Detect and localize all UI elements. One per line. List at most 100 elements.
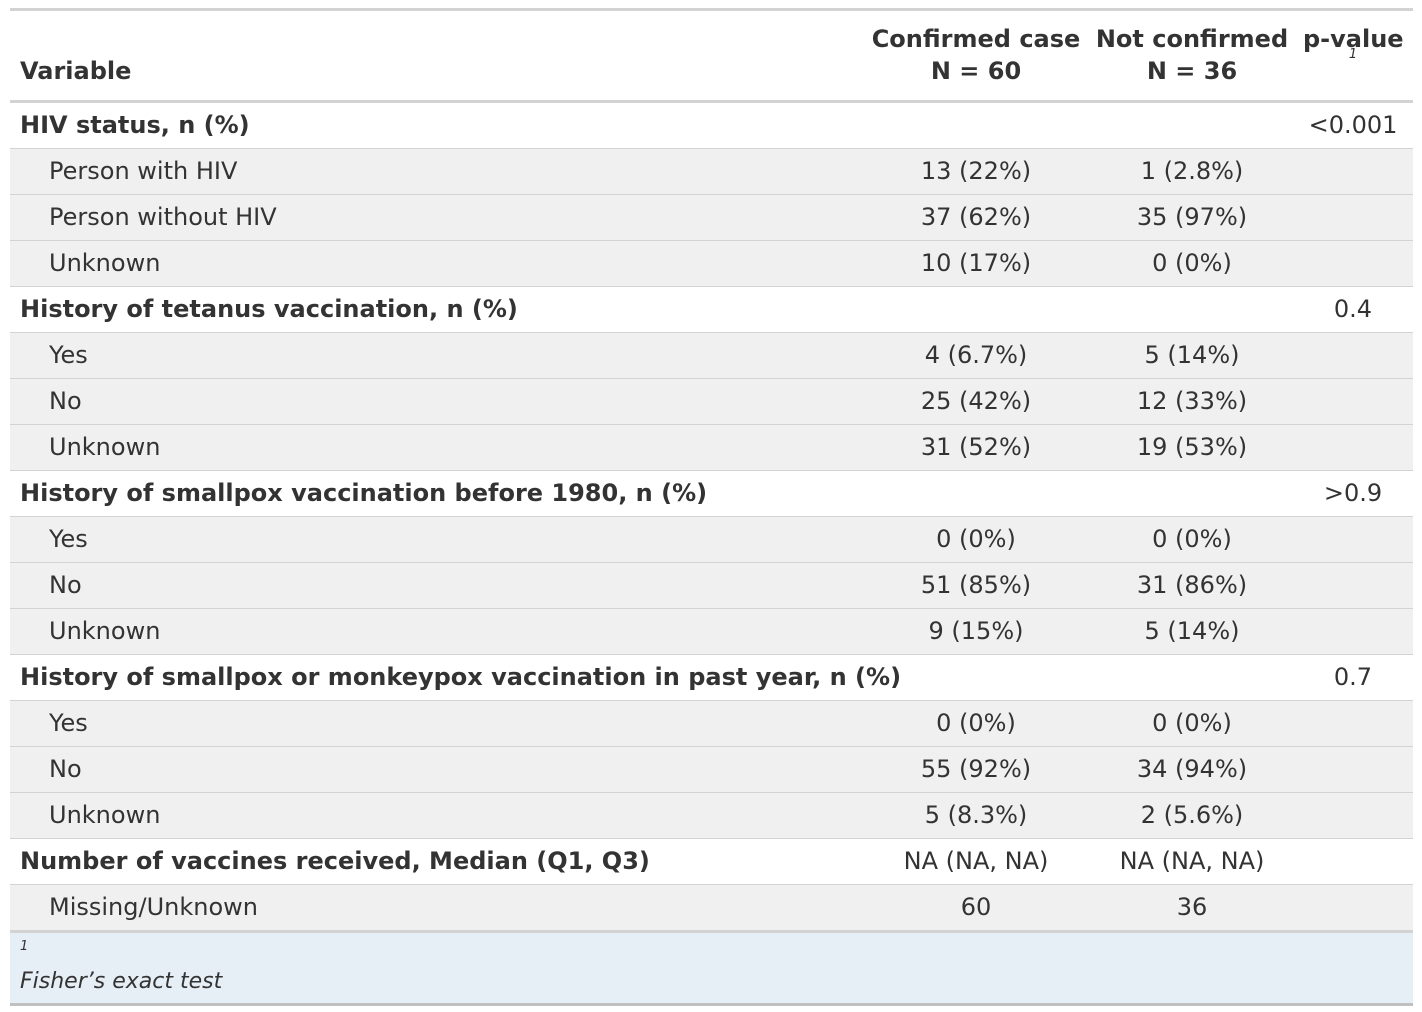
not-confirmed-cell: 19 (53%): [1136, 433, 1248, 461]
table-group-row: Number of vaccines received, Median (Q1,…: [10, 839, 1413, 885]
confirmed-cell: 9 (15%): [928, 617, 1024, 645]
variable-cell: History of smallpox or monkeypox vaccina…: [20, 663, 902, 691]
p-value-cell: [1305, 563, 1401, 608]
p-value-cell: [1305, 885, 1401, 930]
confirmed-cell: 10 (17%): [920, 249, 1032, 277]
variable-cell: Number of vaccines received, Median (Q1,…: [20, 847, 650, 875]
table-group-row: History of smallpox or monkeypox vaccina…: [10, 655, 1413, 701]
p-value-cell: [1305, 747, 1401, 792]
p-value-cell: [1305, 425, 1401, 470]
variable-cell: Unknown: [49, 433, 161, 461]
confirmed-cell: 25 (42%): [920, 387, 1032, 415]
header-not-confirmed-title: Not confirmed: [1095, 25, 1289, 53]
not-confirmed-cell: 12 (33%): [1136, 387, 1248, 415]
table-row: Unknown 5 (8.3%) 2 (5.6%): [10, 793, 1413, 839]
variable-cell: Missing/Unknown: [49, 893, 258, 921]
confirmed-cell: 60: [960, 893, 992, 921]
not-confirmed-cell: [1085, 287, 1299, 332]
p-value-cell: <0.001: [1308, 111, 1398, 139]
not-confirmed-cell: [1085, 655, 1299, 700]
table-top-rule: [10, 8, 1413, 11]
confirmed-cell: 0 (0%): [936, 525, 1016, 553]
p-value-cell: [1305, 379, 1401, 424]
not-confirmed-cell: 31 (86%): [1136, 571, 1248, 599]
table-row: Person with HIV 13 (22%) 1 (2.8%): [10, 149, 1413, 195]
table-row: Unknown 10 (17%) 0 (0%): [10, 241, 1413, 287]
not-confirmed-cell: NA (NA, NA): [1119, 847, 1265, 875]
p-value-cell: [1305, 701, 1401, 746]
confirmed-cell: 0 (0%): [936, 709, 1016, 737]
header-confirmed-title: Confirmed case: [871, 25, 1081, 53]
p-value-cell: 0.4: [1333, 295, 1373, 323]
table-group-row: History of tetanus vaccination, n (%) 0.4: [10, 287, 1413, 333]
variable-cell: No: [49, 387, 82, 415]
confirmed-cell: [870, 103, 1082, 148]
confirmed-cell: 13 (22%): [920, 157, 1032, 185]
confirmed-cell: 5 (8.3%): [924, 801, 1028, 829]
not-confirmed-cell: 0 (0%): [1152, 525, 1232, 553]
variable-cell: Unknown: [49, 249, 161, 277]
not-confirmed-cell: 5 (14%): [1144, 341, 1240, 369]
not-confirmed-cell: 5 (14%): [1144, 617, 1240, 645]
not-confirmed-cell: 35 (97%): [1136, 203, 1248, 231]
not-confirmed-cell: 2 (5.6%): [1140, 801, 1244, 829]
variable-cell: History of smallpox vaccination before 1…: [20, 479, 708, 507]
table-row: Yes 0 (0%) 0 (0%): [10, 517, 1413, 563]
table-row: No 51 (85%) 31 (86%): [10, 563, 1413, 609]
table-row: No 55 (92%) 34 (94%): [10, 747, 1413, 793]
not-confirmed-cell: 0 (0%): [1152, 709, 1232, 737]
p-value-cell: >0.9: [1323, 479, 1383, 507]
table-row: Unknown 31 (52%) 19 (53%): [10, 425, 1413, 471]
footnote-mark: 1: [20, 939, 29, 954]
table-row: Person without HIV 37 (62%) 35 (97%): [10, 195, 1413, 241]
variable-cell: Yes: [49, 525, 88, 553]
table-row: Missing/Unknown 60 36: [10, 885, 1413, 931]
p-value-cell: [1305, 241, 1401, 286]
p-value-cell: [1305, 517, 1401, 562]
confirmed-cell: NA (NA, NA): [903, 847, 1049, 875]
table-group-row: History of smallpox vaccination before 1…: [10, 471, 1413, 517]
header-confirmed-n: N = 60: [930, 57, 1022, 85]
p-value-cell: [1305, 839, 1401, 884]
header-variable: Variable: [20, 57, 132, 85]
variable-cell: Unknown: [49, 617, 161, 645]
table-row: No 25 (42%) 12 (33%): [10, 379, 1413, 425]
variable-cell: Person without HIV: [49, 203, 277, 231]
header-not-confirmed-n: N = 36: [1146, 57, 1238, 85]
p-value-cell: [1305, 195, 1401, 240]
variable-cell: Yes: [49, 709, 88, 737]
summary-table: Variable Confirmed case N = 60 Not confi…: [10, 8, 1413, 1006]
not-confirmed-cell: 34 (94%): [1136, 755, 1248, 783]
p-value-cell: [1305, 609, 1401, 654]
variable-cell: HIV status, n (%): [20, 111, 250, 139]
variable-cell: Unknown: [49, 801, 161, 829]
p-value-cell: [1305, 333, 1401, 378]
confirmed-cell: [870, 471, 1082, 516]
variable-cell: No: [49, 571, 82, 599]
table-header: Variable Confirmed case N = 60 Not confi…: [10, 11, 1413, 103]
confirmed-cell: 31 (52%): [920, 433, 1032, 461]
header-p-footnote-mark: 1: [1348, 47, 1358, 62]
variable-cell: Yes: [49, 341, 88, 369]
p-value-cell: [1305, 793, 1401, 838]
p-value-cell: 0.7: [1333, 663, 1373, 691]
not-confirmed-cell: 1 (2.8%): [1140, 157, 1244, 185]
confirmed-cell: 37 (62%): [920, 203, 1032, 231]
footnote-text: Fisher’s exact test: [20, 969, 223, 994]
table-group-row: HIV status, n (%) <0.001: [10, 103, 1413, 149]
confirmed-cell: 51 (85%): [920, 571, 1032, 599]
confirmed-cell: [870, 655, 1082, 700]
variable-cell: History of tetanus vaccination, n (%): [20, 295, 518, 323]
confirmed-cell: 4 (6.7%): [924, 341, 1028, 369]
not-confirmed-cell: 36: [1176, 893, 1208, 921]
confirmed-cell: [870, 287, 1082, 332]
table-body: HIV status, n (%) <0.001 Person with HIV 13…: [10, 103, 1413, 931]
variable-cell: No: [49, 755, 82, 783]
p-value-cell: [1305, 149, 1401, 194]
table-row: Yes 0 (0%) 0 (0%): [10, 701, 1413, 747]
table-row: Unknown 9 (15%) 5 (14%): [10, 609, 1413, 655]
variable-cell: Person with HIV: [49, 157, 238, 185]
not-confirmed-cell: [1085, 471, 1299, 516]
header-p-value: p-value: [1303, 25, 1404, 53]
table-row: Yes 4 (6.7%) 5 (14%): [10, 333, 1413, 379]
